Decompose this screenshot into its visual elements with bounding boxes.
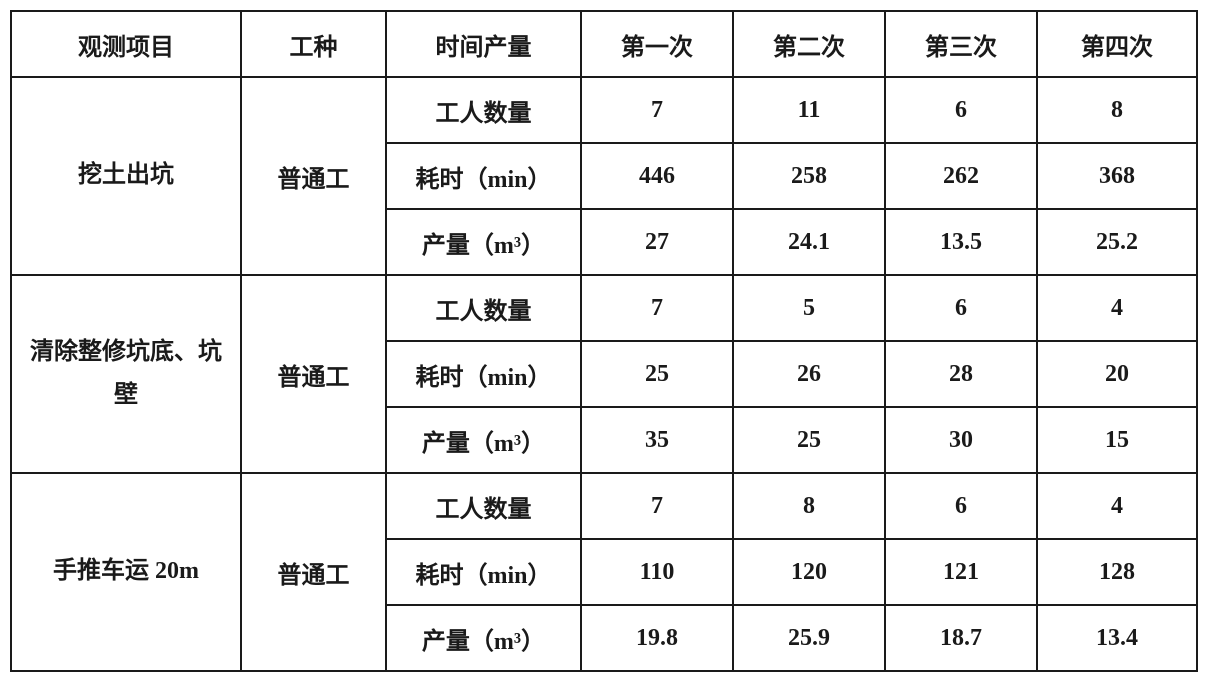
table-row: 手推车运 20m 普通工 工人数量 7 8 6 4 bbox=[11, 473, 1197, 539]
project-cell: 挖土出坑 bbox=[11, 77, 241, 275]
value-cell: 24.1 bbox=[733, 209, 885, 275]
metric-cell: 耗时（min） bbox=[386, 341, 581, 407]
value-cell: 15 bbox=[1037, 407, 1197, 473]
value-cell: 20 bbox=[1037, 341, 1197, 407]
value-cell: 26 bbox=[733, 341, 885, 407]
value-cell: 25.2 bbox=[1037, 209, 1197, 275]
worker-cell: 普通工 bbox=[241, 275, 386, 473]
worker-cell: 普通工 bbox=[241, 473, 386, 671]
header-v1: 第一次 bbox=[581, 11, 733, 77]
value-cell: 120 bbox=[733, 539, 885, 605]
value-cell: 7 bbox=[581, 473, 733, 539]
value-cell: 5 bbox=[733, 275, 885, 341]
metric-cell: 工人数量 bbox=[386, 275, 581, 341]
metric-cell: 产量（m³） bbox=[386, 407, 581, 473]
value-cell: 28 bbox=[885, 341, 1037, 407]
project-cell: 手推车运 20m bbox=[11, 473, 241, 671]
value-cell: 4 bbox=[1037, 275, 1197, 341]
header-v3: 第三次 bbox=[885, 11, 1037, 77]
metric-cell: 产量（m³） bbox=[386, 209, 581, 275]
value-cell: 13.4 bbox=[1037, 605, 1197, 671]
value-cell: 25 bbox=[733, 407, 885, 473]
value-cell: 19.8 bbox=[581, 605, 733, 671]
header-project: 观测项目 bbox=[11, 11, 241, 77]
value-cell: 35 bbox=[581, 407, 733, 473]
value-cell: 7 bbox=[581, 77, 733, 143]
table-row: 清除整修坑底、坑壁 普通工 工人数量 7 5 6 4 bbox=[11, 275, 1197, 341]
header-row: 观测项目 工种 时间产量 第一次 第二次 第三次 第四次 bbox=[11, 11, 1197, 77]
value-cell: 6 bbox=[885, 473, 1037, 539]
value-cell: 25.9 bbox=[733, 605, 885, 671]
value-cell: 446 bbox=[581, 143, 733, 209]
table-row: 挖土出坑 普通工 工人数量 7 11 6 8 bbox=[11, 77, 1197, 143]
value-cell: 6 bbox=[885, 77, 1037, 143]
metric-cell: 耗时（min） bbox=[386, 143, 581, 209]
observation-table: 观测项目 工种 时间产量 第一次 第二次 第三次 第四次 挖土出坑 普通工 工人… bbox=[10, 10, 1198, 672]
value-cell: 258 bbox=[733, 143, 885, 209]
value-cell: 25 bbox=[581, 341, 733, 407]
metric-cell: 产量（m³） bbox=[386, 605, 581, 671]
value-cell: 110 bbox=[581, 539, 733, 605]
value-cell: 13.5 bbox=[885, 209, 1037, 275]
value-cell: 262 bbox=[885, 143, 1037, 209]
header-v4: 第四次 bbox=[1037, 11, 1197, 77]
header-worker: 工种 bbox=[241, 11, 386, 77]
metric-cell: 工人数量 bbox=[386, 77, 581, 143]
value-cell: 11 bbox=[733, 77, 885, 143]
value-cell: 4 bbox=[1037, 473, 1197, 539]
value-cell: 27 bbox=[581, 209, 733, 275]
value-cell: 30 bbox=[885, 407, 1037, 473]
value-cell: 128 bbox=[1037, 539, 1197, 605]
value-cell: 121 bbox=[885, 539, 1037, 605]
metric-cell: 耗时（min） bbox=[386, 539, 581, 605]
header-metric: 时间产量 bbox=[386, 11, 581, 77]
value-cell: 6 bbox=[885, 275, 1037, 341]
metric-cell: 工人数量 bbox=[386, 473, 581, 539]
worker-cell: 普通工 bbox=[241, 77, 386, 275]
project-cell: 清除整修坑底、坑壁 bbox=[11, 275, 241, 473]
value-cell: 8 bbox=[733, 473, 885, 539]
value-cell: 18.7 bbox=[885, 605, 1037, 671]
value-cell: 368 bbox=[1037, 143, 1197, 209]
value-cell: 8 bbox=[1037, 77, 1197, 143]
value-cell: 7 bbox=[581, 275, 733, 341]
header-v2: 第二次 bbox=[733, 11, 885, 77]
